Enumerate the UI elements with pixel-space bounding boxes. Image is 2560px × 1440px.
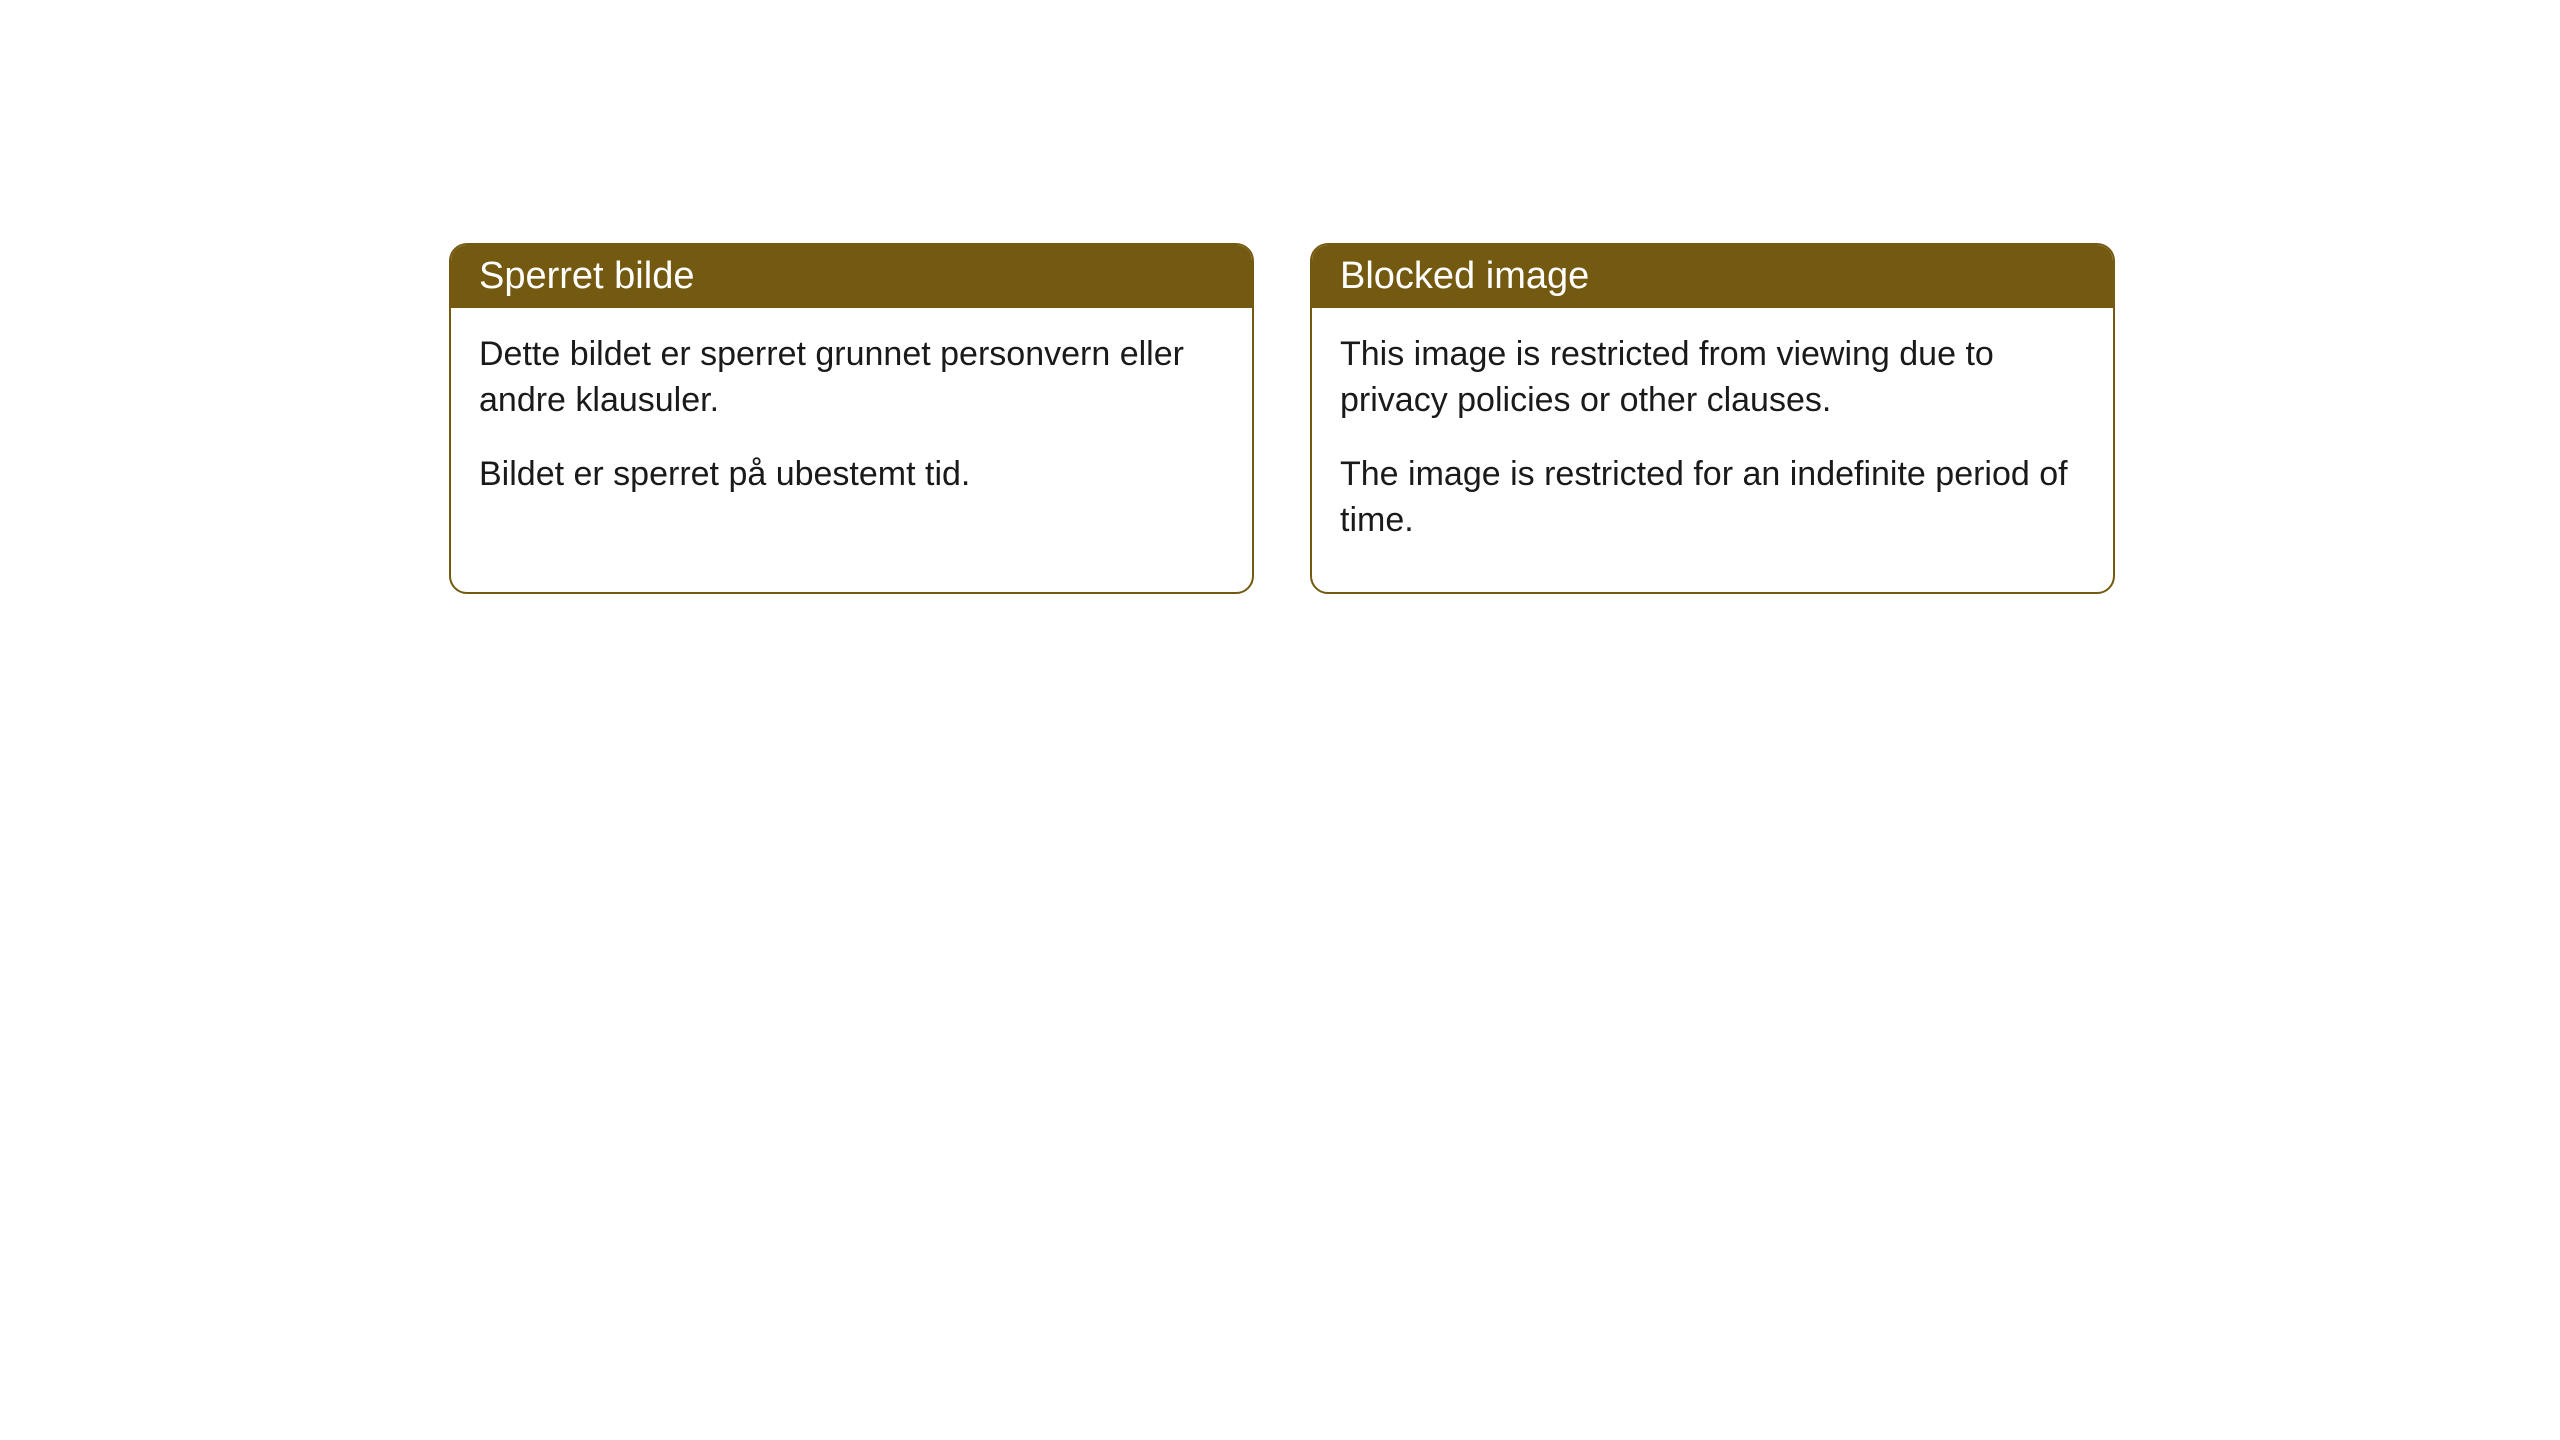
card-body: Dette bildet er sperret grunnet personve… (451, 308, 1252, 546)
card-paragraph: Dette bildet er sperret grunnet personve… (479, 332, 1224, 424)
card-title: Sperret bilde (479, 255, 694, 297)
card-header: Sperret bilde (451, 245, 1252, 308)
card-paragraph: This image is restricted from viewing du… (1340, 332, 2085, 424)
blocked-image-card-english: Blocked image This image is restricted f… (1310, 243, 2115, 594)
card-title: Blocked image (1340, 255, 1589, 297)
card-container: Sperret bilde Dette bildet er sperret gr… (449, 243, 2115, 594)
card-paragraph: Bildet er sperret på ubestemt tid. (479, 452, 1224, 498)
card-body: This image is restricted from viewing du… (1312, 308, 2113, 592)
card-paragraph: The image is restricted for an indefinit… (1340, 452, 2085, 544)
blocked-image-card-norwegian: Sperret bilde Dette bildet er sperret gr… (449, 243, 1254, 594)
card-header: Blocked image (1312, 245, 2113, 308)
